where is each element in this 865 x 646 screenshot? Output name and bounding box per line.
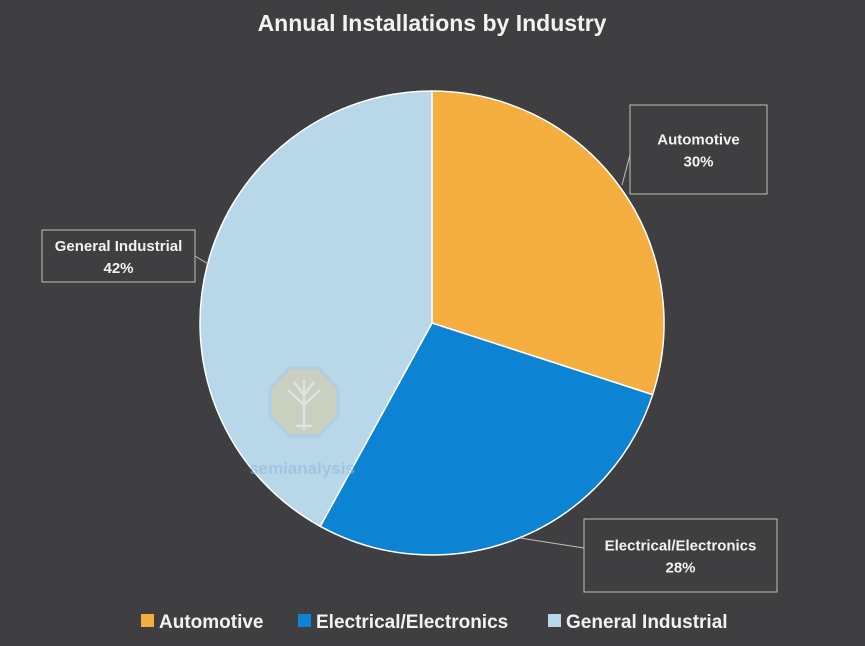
callout-label-general-industrial: General Industrial	[55, 238, 183, 255]
legend-label-general-industrial: General Industrial	[566, 612, 728, 633]
leader-line-electrical-electronics	[519, 537, 585, 549]
tree-icon	[287, 380, 321, 430]
callout-box-general-industrial	[41, 229, 196, 283]
legend-swatch-general-industrial	[548, 614, 561, 627]
legend-swatch-automotive	[141, 614, 154, 627]
watermark-text: semianalysis	[249, 459, 355, 478]
leader-line-automotive	[621, 154, 631, 186]
legend-label-electrical-electronics: Electrical/Electronics	[316, 612, 508, 633]
legend-swatch-electrical-electronics	[298, 614, 311, 627]
callout-label-automotive: Automotive	[657, 132, 740, 149]
chart-title: Annual Installations by Industry	[258, 10, 607, 36]
pie-slice-automotive	[431, 90, 665, 396]
watermark-logo: semianalysis	[249, 366, 355, 478]
callout-value-automotive: 30%	[683, 154, 713, 171]
callout-value-general-industrial: 42%	[103, 260, 133, 277]
callout-label-electrical-electronics: Electrical/Electronics	[605, 538, 757, 555]
leader-line-general-industrial	[194, 255, 209, 265]
pie-slice-electrical-electronics	[319, 322, 654, 556]
legend-label-automotive: Automotive	[159, 612, 264, 633]
pie-slices	[199, 90, 665, 556]
pie-slice-general-industrial	[199, 90, 433, 528]
callout-value-electrical-electronics: 28%	[665, 560, 695, 577]
data-callouts: Automotive 30% Electrical/Electronics 28% Ge…	[41, 104, 778, 593]
callout-box-electrical-electronics	[583, 518, 778, 593]
callout-box-automotive	[629, 104, 768, 195]
legend: Automotive Electrical/Electronics General …	[141, 612, 728, 633]
